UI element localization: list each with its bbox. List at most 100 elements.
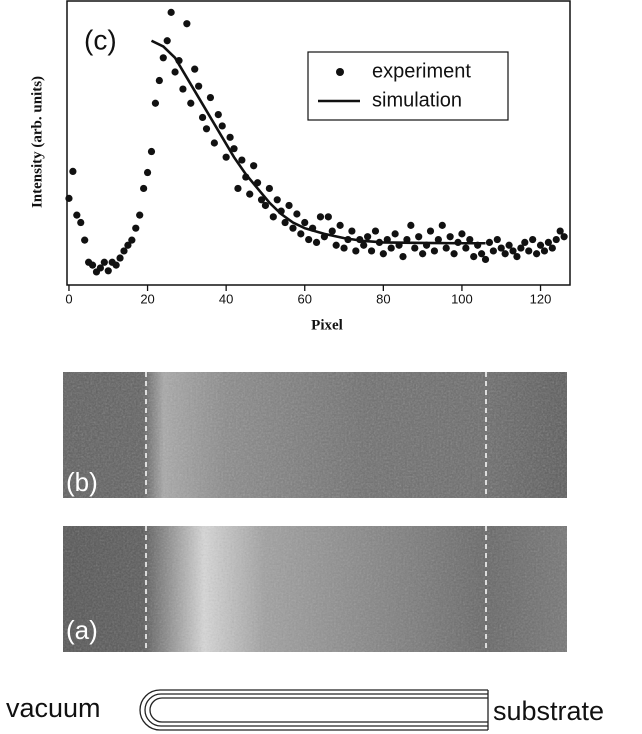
data-point	[195, 82, 203, 90]
data-point	[529, 235, 537, 244]
data-point	[312, 238, 321, 246]
x-tick-label: 0	[65, 291, 72, 306]
legend-box	[307, 51, 509, 121]
data-point	[426, 227, 435, 235]
data-point	[159, 54, 167, 62]
chart: (c) Pixel Intensity (arb. units) 0 20 40 60…	[29, 0, 571, 333]
legend-marker	[336, 68, 344, 76]
data-point	[324, 213, 332, 221]
data-point	[167, 8, 175, 16]
data-point	[489, 247, 497, 255]
data-point	[493, 235, 501, 244]
data-point	[481, 255, 490, 264]
data-point	[403, 235, 411, 244]
data-point	[501, 250, 509, 258]
data-point	[77, 218, 85, 227]
data-point	[485, 238, 494, 246]
x-tick-label: 120	[530, 291, 552, 306]
data-point	[411, 244, 419, 252]
panel-label: (b)	[66, 467, 98, 497]
data-point	[116, 254, 124, 262]
data-point	[462, 244, 470, 252]
data-point	[246, 190, 254, 198]
data-point	[379, 250, 387, 258]
data-point	[348, 227, 356, 235]
data-point	[305, 235, 313, 244]
x-axis-label: Pixel	[311, 317, 343, 333]
data-point	[136, 211, 144, 219]
data-point	[301, 218, 309, 227]
data-point	[238, 156, 246, 164]
layer	[139, 689, 488, 731]
data-point	[88, 261, 97, 269]
data-point	[446, 233, 454, 241]
layer	[144, 693, 488, 727]
data-point	[206, 93, 215, 102]
x-tick-label: 60	[298, 291, 312, 306]
plot-frame	[66, 0, 571, 286]
data-point	[151, 99, 160, 107]
data-point	[112, 261, 120, 269]
x-tick-label: 100	[451, 291, 473, 306]
data-point	[391, 230, 399, 238]
data-point	[214, 111, 222, 119]
data-point	[261, 201, 270, 210]
data-point	[419, 250, 427, 258]
data-point	[73, 211, 81, 219]
data-point	[69, 167, 77, 175]
data-line	[150, 39, 486, 245]
data-point	[477, 250, 486, 258]
data-point	[505, 241, 513, 249]
data-point	[100, 258, 108, 266]
data-point	[517, 244, 525, 252]
data-point	[497, 244, 505, 252]
data-point	[265, 184, 273, 193]
data-point	[210, 139, 218, 147]
data-point	[234, 184, 242, 193]
x-tick-label: 40	[219, 291, 233, 306]
data-point	[521, 238, 529, 246]
data-point	[466, 235, 474, 244]
data-point	[387, 244, 395, 252]
data-point	[450, 250, 458, 258]
data-point	[434, 235, 442, 244]
image-noise	[63, 372, 567, 498]
data-point	[316, 213, 325, 221]
data-point	[293, 210, 301, 218]
data-point	[438, 221, 446, 229]
data-point	[171, 68, 179, 76]
data-point	[281, 218, 289, 227]
image-panel-b: (b)	[63, 372, 567, 498]
data-point	[289, 224, 297, 232]
data-point	[367, 247, 376, 255]
data-point	[81, 236, 89, 244]
data-point	[552, 235, 560, 244]
data-point	[120, 247, 128, 255]
data-point	[269, 213, 277, 221]
data-point	[548, 244, 556, 252]
data-point	[332, 241, 340, 249]
data-point	[285, 201, 293, 210]
data-point	[556, 227, 564, 235]
data-point	[183, 20, 191, 28]
data-point	[179, 85, 187, 93]
data-point	[430, 247, 439, 255]
data-point	[442, 244, 450, 252]
data-point	[415, 233, 423, 241]
panel-label: (c)	[84, 24, 117, 55]
diagram-label: vacuum	[6, 693, 101, 723]
data-point	[104, 267, 112, 275]
image-panel-a: (a)	[63, 526, 567, 652]
data-point	[198, 113, 207, 122]
data-point	[513, 253, 521, 261]
y-axis-label: Intensity (arb. units)	[29, 76, 45, 208]
data-point	[336, 221, 344, 229]
data-point	[147, 147, 156, 156]
data-point	[470, 253, 478, 261]
legend-label: simulation	[372, 89, 462, 111]
data-point	[257, 196, 266, 204]
data-point	[202, 125, 211, 133]
data-point	[230, 145, 238, 153]
data-point	[250, 162, 258, 170]
